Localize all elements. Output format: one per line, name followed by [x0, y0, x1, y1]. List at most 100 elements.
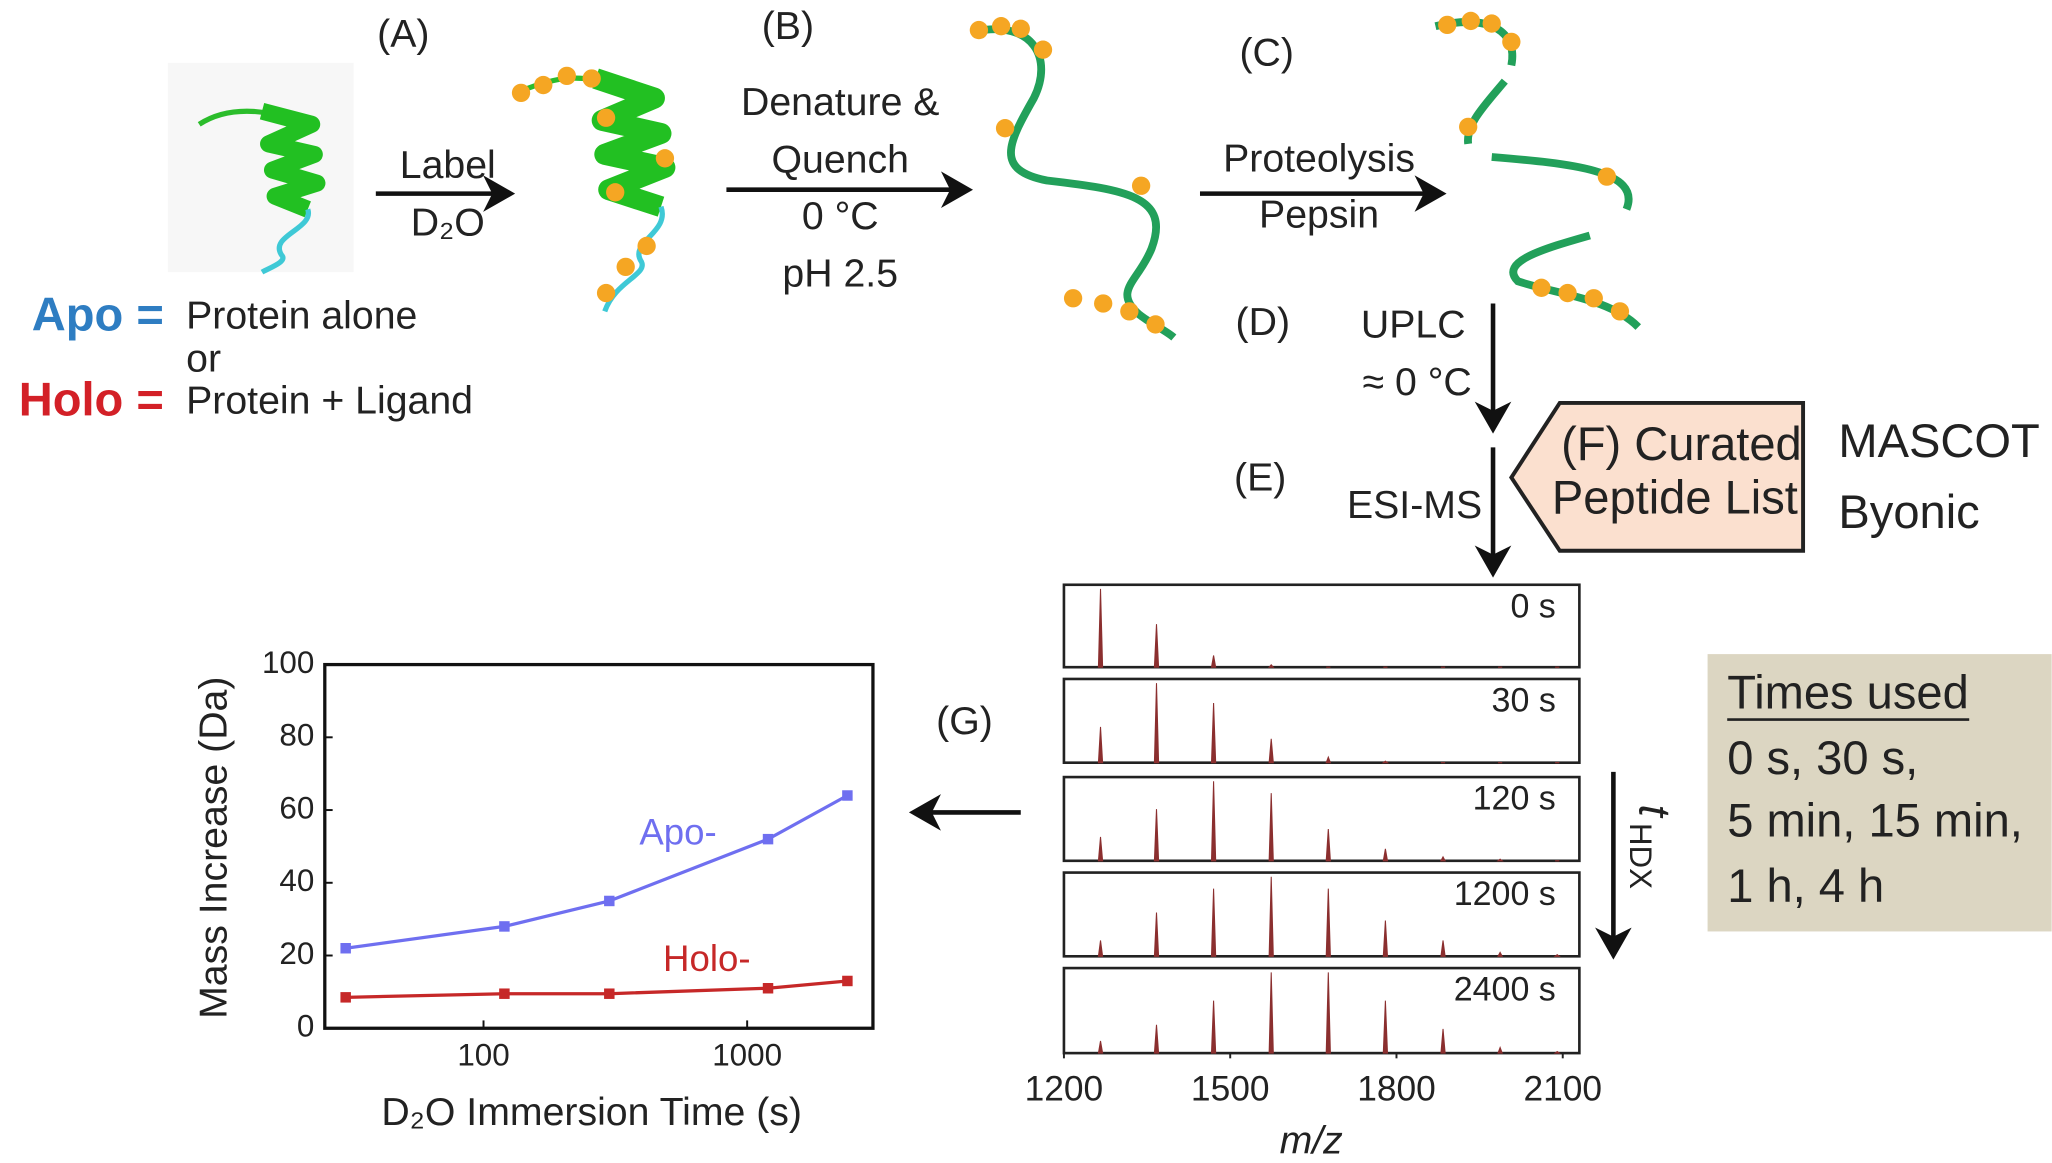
- data-point: [604, 988, 615, 999]
- spectrum-label: 0 s: [1510, 587, 1555, 625]
- peak: [1325, 755, 1332, 764]
- fragment: [1509, 231, 1642, 330]
- peak: [1210, 888, 1217, 957]
- x-axis-title: m/z: [1280, 1119, 1344, 1163]
- step-text: Label: [400, 143, 496, 187]
- times-box: [1707, 654, 2052, 932]
- labels: [969, 17, 1165, 334]
- peak: [1153, 624, 1160, 668]
- peak: [1496, 858, 1504, 862]
- peak: [1210, 655, 1217, 668]
- search-tool: Byonic: [1838, 485, 1979, 538]
- peptide-digested: [1434, 11, 1642, 330]
- y-tick-label: 20: [279, 936, 314, 971]
- plot-frame: [323, 662, 875, 1030]
- times-line: 0 s, 30 s,: [1727, 731, 1918, 784]
- spectrum-frame: [1062, 966, 1581, 1055]
- step-text: 0 °C: [802, 194, 879, 238]
- y-tick-label: 80: [279, 718, 314, 753]
- x-tick-label: 1000: [712, 1037, 782, 1072]
- peak: [1325, 888, 1331, 957]
- peak: [1440, 1028, 1446, 1054]
- step-text: Proteolysis: [1223, 136, 1415, 180]
- data-point: [604, 895, 615, 907]
- spectrum-frame: [1062, 871, 1581, 958]
- mass-spectra: 0 s 30 s 120 s 1200 s 2400 s 1200 1500 1800 2100…: [1025, 583, 1602, 1163]
- peak: [1097, 1040, 1104, 1054]
- peak: [1325, 828, 1331, 862]
- data-point: [340, 943, 351, 954]
- step-text: ESI-MS: [1347, 483, 1482, 527]
- peak: [1153, 683, 1160, 764]
- y-tick-label: 100: [262, 645, 314, 680]
- data-point: [499, 921, 510, 932]
- step-text: UPLC: [1361, 302, 1466, 346]
- step-label: (A): [377, 12, 429, 56]
- step-label: (D): [1236, 300, 1290, 344]
- time-axis-label: t HDX: [1623, 805, 1679, 890]
- x-tick-label: 1800: [1357, 1069, 1436, 1108]
- step-text: Pepsin: [1259, 193, 1379, 237]
- times-line: 5 min, 15 min,: [1727, 794, 2023, 847]
- y-tick-label: 0: [297, 1009, 314, 1044]
- protein-labeled: [511, 66, 676, 313]
- spectrum-frame: [1062, 583, 1581, 669]
- series-label: Holo-: [663, 938, 750, 979]
- peak: [1268, 738, 1274, 764]
- fragment: [1464, 78, 1508, 145]
- peak: [1381, 760, 1390, 764]
- legend-text: or: [186, 336, 221, 380]
- peak: [1497, 951, 1504, 957]
- series-line: [345, 794, 849, 950]
- data-point: [842, 975, 853, 987]
- apo-key: Apo =: [32, 287, 164, 340]
- peak: [1210, 781, 1217, 862]
- data-point: [499, 988, 510, 999]
- spectrum-label: 120 s: [1473, 780, 1556, 818]
- y-axis-title: Mass Increase (Da): [192, 677, 236, 1019]
- peak: [1497, 1045, 1503, 1054]
- y-tick-label: 60: [279, 790, 314, 825]
- step-label: (C): [1239, 30, 1293, 74]
- peak: [1153, 1024, 1160, 1054]
- y-tick-label: 40: [279, 863, 314, 898]
- peak: [1097, 940, 1104, 957]
- search-tool: MASCOT: [1838, 414, 2039, 467]
- peak: [1382, 1000, 1389, 1054]
- peak: [1325, 972, 1331, 1054]
- peak: [1553, 1050, 1561, 1054]
- peak: [1268, 793, 1274, 862]
- labels: [511, 66, 675, 303]
- spectrum-frame: [1062, 677, 1581, 764]
- x-tick-label: 1500: [1191, 1069, 1270, 1108]
- series-label: Apo-: [639, 811, 716, 852]
- peptide-denatured: [969, 17, 1177, 341]
- peak: [1382, 920, 1389, 957]
- step-label: (B): [762, 4, 814, 48]
- step-text: pH 2.5: [782, 251, 898, 295]
- peak: [1210, 1000, 1217, 1054]
- peak: [1440, 855, 1446, 862]
- peptide-list-text: (F) Curated: [1561, 417, 1802, 470]
- peak: [1440, 940, 1446, 957]
- time-subscript: HDX: [1623, 823, 1658, 889]
- spectrum-label: 30 s: [1492, 681, 1556, 719]
- step-text: ≈ 0 °C: [1363, 360, 1472, 404]
- peak: [1382, 848, 1389, 862]
- x-tick-label: 100: [457, 1037, 509, 1072]
- step-label: (E): [1234, 455, 1286, 499]
- data-point: [762, 983, 774, 994]
- peptide-list-text: Peptide List: [1552, 470, 1798, 523]
- peak: [1553, 954, 1561, 957]
- peak: [1268, 972, 1274, 1054]
- data-point: [842, 790, 853, 801]
- uptake-plot: 0 20 40 60 80 100 100 1000 D₂O Immersion Time (s…: [192, 645, 875, 1134]
- holo-key: Holo =: [19, 372, 164, 425]
- step-text: D₂O: [411, 200, 485, 244]
- peak: [1210, 703, 1217, 764]
- helix: [591, 68, 676, 217]
- step-text: Quench: [772, 138, 909, 182]
- peak: [1153, 912, 1160, 957]
- data-point: [340, 992, 351, 1003]
